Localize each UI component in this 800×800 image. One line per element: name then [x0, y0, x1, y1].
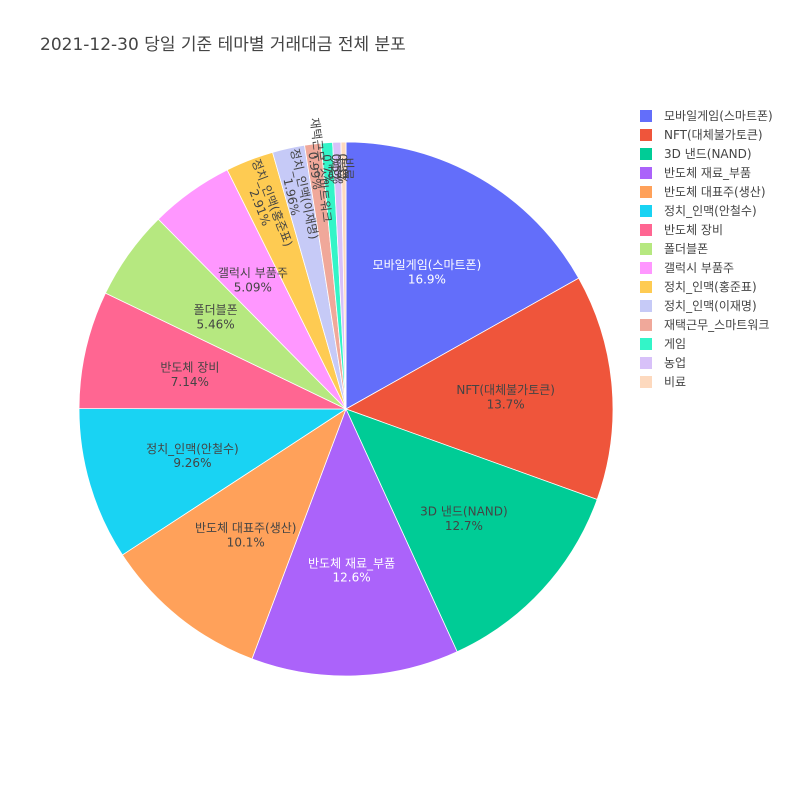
- legend-swatch: [640, 262, 652, 274]
- slice-label: 갤럭시 부품주 5.09%: [218, 266, 288, 294]
- slice-category-label: 모바일게임(스마트폰): [373, 258, 482, 272]
- legend-label: 폴더블폰: [664, 242, 708, 256]
- legend-label: 비료: [664, 375, 686, 389]
- legend-swatch: [640, 148, 652, 160]
- slice-label: 정치_인맥(안철수) 9.26%: [146, 442, 239, 470]
- legend-label: 반도체 장비: [664, 223, 723, 237]
- pie-slice: [78, 408, 348, 556]
- legend-label: 정치_인맥(이재명): [664, 299, 757, 313]
- slice-label: 반도체 장비 7.14%: [160, 360, 219, 388]
- slice-category-label: 게임: [326, 157, 342, 180]
- slice-label: 폴더블폰 5.46%: [194, 303, 238, 331]
- slice-percent-label: 12.6%: [333, 571, 371, 585]
- slice-category-label: 반도체 재료_부품: [308, 556, 395, 570]
- slice-label: 반도체 재료_부품 12.6%: [308, 556, 395, 584]
- slice-label: 비료0.3%: [335, 153, 355, 184]
- slice-percent-label: 16.9%: [408, 272, 446, 286]
- legend-swatch: [640, 243, 652, 255]
- pie-slice: [340, 141, 347, 410]
- slice-category-label: 갤럭시 부품주: [218, 266, 288, 280]
- pie-slice: [251, 407, 458, 677]
- slice-category-label: 폴더블폰: [194, 303, 238, 317]
- slice-percent-label: 5.46%: [197, 318, 235, 332]
- legend-swatch: [640, 338, 652, 350]
- legend-item[interactable]: 반도체 대표주(생산): [640, 185, 766, 199]
- legend-item[interactable]: 게임: [640, 337, 686, 351]
- slice-percent-label: 0.7%: [319, 154, 335, 185]
- legend-item[interactable]: 모바일게임(스마트폰): [640, 109, 773, 123]
- legend-swatch: [640, 319, 652, 331]
- slice-label: 3D 낸드(NAND) 12.7%: [420, 505, 508, 533]
- legend-swatch: [640, 129, 652, 141]
- slice-category-label: 농업: [335, 157, 350, 180]
- legend-swatch: [640, 205, 652, 217]
- legend-item[interactable]: 비료: [640, 375, 686, 389]
- legend-item[interactable]: 3D 낸드(NAND): [640, 147, 752, 161]
- pie-slices: [78, 141, 614, 677]
- slice-percent-label: 13.7%: [487, 397, 525, 411]
- slice-category-label: 비료: [341, 158, 355, 180]
- pie-slice: [345, 277, 614, 501]
- legend-label: 재택근무_스마트워크: [664, 318, 769, 332]
- slice-category-label: 정치_인맥(안철수): [146, 442, 239, 456]
- slice-percent-label: 12.7%: [445, 519, 483, 533]
- legend-label: NFT(대체불가토큰): [664, 128, 763, 142]
- legend-item[interactable]: 정치_인맥(이재명): [640, 299, 757, 313]
- slice-category-label: NFT(대체불가토큰): [456, 383, 555, 397]
- slice-percent-label: 0.3%: [335, 153, 349, 184]
- legend-item[interactable]: 폴더블폰: [640, 242, 708, 256]
- legend-swatch: [640, 186, 652, 198]
- pie-slice: [345, 141, 580, 410]
- pie-slice: [78, 292, 347, 410]
- legend-label: 갤럭시 부품주: [664, 261, 734, 275]
- legend-label: 반도체 대표주(생산): [664, 185, 766, 199]
- slice-percent-label: 10.1%: [227, 536, 265, 550]
- legend-item[interactable]: 갤럭시 부품주: [640, 261, 734, 275]
- slice-label: 농업0.5%: [329, 153, 350, 184]
- legend-label: 반도체 재료_부품: [664, 166, 751, 180]
- legend-item[interactable]: 재택근무_스마트워크: [640, 318, 769, 332]
- legend: 모바일게임(스마트폰) NFT(대체불가토큰) 3D 낸드(NAND) 반도체 재료_…: [640, 109, 773, 389]
- legend-item[interactable]: 반도체 재료_부품: [640, 166, 751, 180]
- legend-item[interactable]: 정치_인맥(홍준표): [640, 280, 757, 294]
- slice-percent-label: 7.14%: [171, 375, 209, 389]
- legend-swatch: [640, 110, 652, 122]
- legend-item[interactable]: 농업: [640, 356, 686, 370]
- legend-item[interactable]: 정치_인맥(안철수): [640, 204, 757, 218]
- slice-label: 모바일게임(스마트폰) 16.9%: [373, 258, 482, 286]
- legend-label: 정치_인맥(홍준표): [664, 280, 757, 294]
- slice-percent-label: 9.26%: [173, 456, 211, 470]
- slice-category-label: 3D 낸드(NAND): [420, 505, 508, 519]
- slice-label: 반도체 대표주(생산) 10.1%: [195, 521, 297, 549]
- pie-slice: [345, 408, 598, 653]
- legend-label: 농업: [664, 356, 686, 370]
- legend-label: 게임: [664, 337, 686, 351]
- slice-percent-label: 0.99%: [305, 151, 324, 191]
- legend-swatch: [640, 357, 652, 369]
- legend-label: 3D 낸드(NAND): [664, 147, 752, 161]
- legend-item[interactable]: NFT(대체불가토큰): [640, 128, 763, 142]
- legend-swatch: [640, 224, 652, 236]
- chart-title: 2021-12-30 당일 기준 테마별 거래대금 전체 분포: [40, 35, 406, 55]
- pie-slice: [121, 407, 347, 660]
- slice-label: 게임0.7%: [319, 153, 341, 185]
- legend-swatch: [640, 281, 652, 293]
- slice-label: NFT(대체불가토큰) 13.7%: [456, 383, 555, 411]
- slice-percent-label: 5.09%: [234, 280, 272, 294]
- legend-swatch: [640, 376, 652, 388]
- slice-percent-label: 0.5%: [329, 153, 344, 184]
- slice-category-label: 반도체 장비: [160, 360, 219, 374]
- legend-label: 모바일게임(스마트폰): [664, 109, 773, 123]
- legend-label: 정치_인맥(안철수): [664, 204, 757, 218]
- slice-category-label: 반도체 대표주(생산): [195, 521, 297, 535]
- legend-swatch: [640, 300, 652, 312]
- legend-swatch: [640, 167, 652, 179]
- legend-item[interactable]: 반도체 장비: [640, 223, 723, 237]
